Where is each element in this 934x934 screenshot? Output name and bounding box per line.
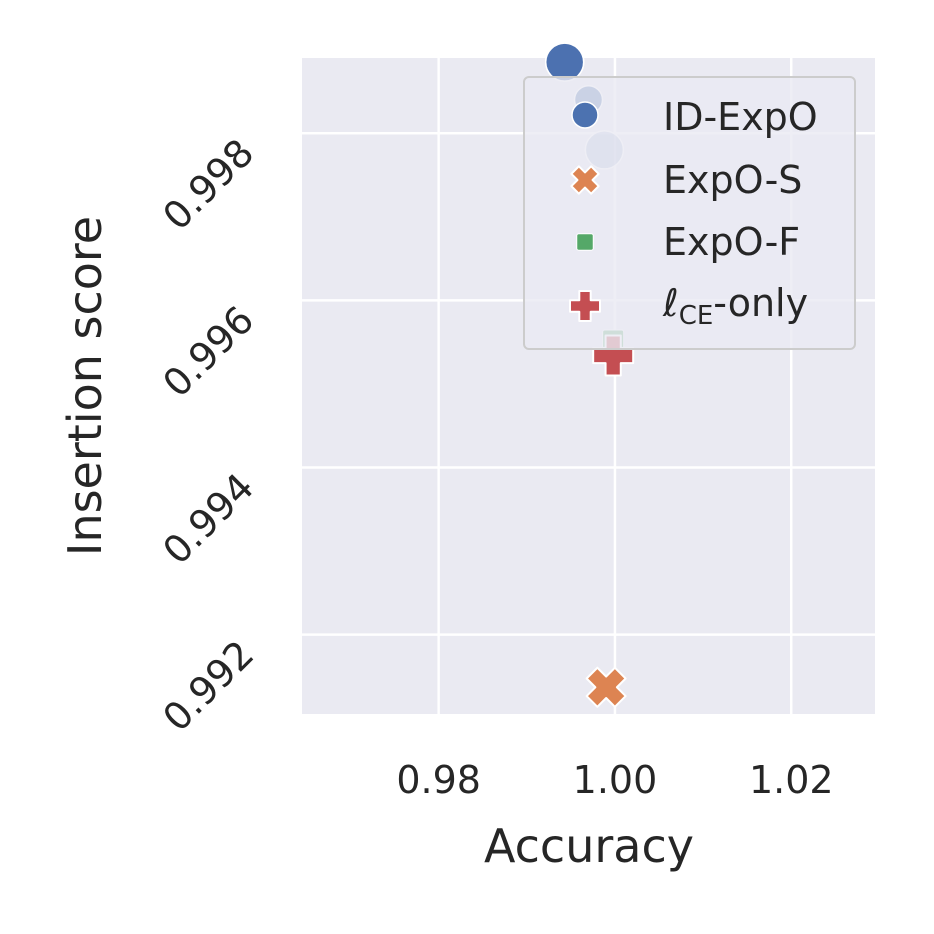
- legend-marker-square-icon: [576, 233, 594, 251]
- y-tick-label: 0.998: [154, 130, 262, 238]
- x-axis-ticks: 0.98 1.00 1.02: [396, 758, 833, 802]
- y-tick-label: 0.994: [154, 465, 262, 573]
- legend-box: [523, 76, 856, 350]
- legend-label-expo-s: ExpO-S: [663, 158, 802, 202]
- x-tick-label: 1.00: [573, 758, 658, 802]
- x-tick-label: 0.98: [396, 758, 481, 802]
- data-point-id-expo: [544, 42, 585, 82]
- y-tick-label: 0.996: [154, 298, 262, 406]
- legend-label-expo-f: ExpO-F: [663, 220, 800, 264]
- y-tick-label: 0.992: [154, 632, 262, 740]
- legend-label-id-expo: ID-ExpO: [663, 95, 818, 139]
- legend-marker-circle-icon: [571, 101, 599, 129]
- y-axis-ticks: 0.992 0.994 0.996 0.998: [154, 130, 262, 739]
- x-tick-label: 1.02: [749, 758, 834, 802]
- x-axis-label: Accuracy: [484, 819, 694, 873]
- y-axis-label: Insertion score: [58, 216, 112, 556]
- legend-marker-x-icon: [570, 165, 600, 195]
- legend-marker-plus-icon: [569, 290, 601, 322]
- legend-label-ce-only: ℓCE-only: [662, 281, 808, 331]
- data-point-expo-s: [585, 666, 627, 708]
- legend: ID-ExpO ExpO-S ExpO-F ℓCE-only: [523, 76, 856, 350]
